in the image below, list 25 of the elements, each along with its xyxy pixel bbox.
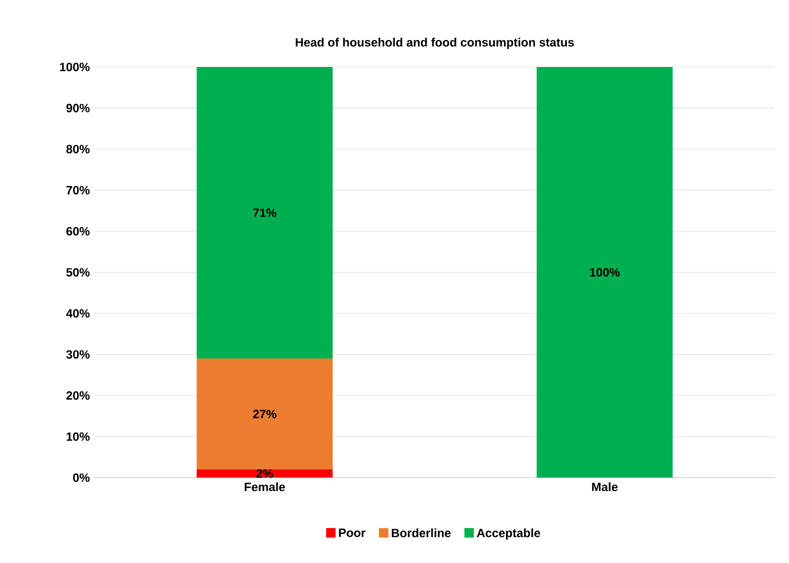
legend-label: Borderline: [392, 528, 451, 538]
legend-label: Acceptable: [476, 528, 540, 540]
bar: [196, 358, 333, 470]
bar: [196, 469, 333, 478]
legend-label: Poor: [339, 528, 366, 538]
y-tick-label: 40%: [66, 309, 90, 318]
y-tick-label: 60%: [66, 227, 90, 236]
bar: [196, 66, 333, 359]
y-tick-label: 100%: [60, 62, 90, 72]
data-label: 27%: [253, 410, 276, 418]
bar: [536, 66, 673, 478]
y-tick-label: 70%: [66, 186, 90, 194]
x-tick-label: Female: [244, 482, 285, 492]
y-tick-label: 0%: [73, 473, 90, 482]
y-tick-label: 10%: [66, 432, 90, 441]
data-label: 2%: [256, 469, 274, 478]
y-tick-label: 30%: [66, 350, 90, 359]
chart-title: Head of household and food consumption status: [296, 38, 574, 49]
y-tick-label: 50%: [66, 268, 90, 277]
y-tick-label: 20%: [66, 391, 90, 400]
y-tick-label: 90%: [66, 104, 90, 112]
x-tick-label: Male: [592, 482, 618, 492]
data-label: 71%: [253, 208, 276, 217]
y-tick-label: 80%: [66, 144, 90, 154]
data-label: 100%: [590, 268, 620, 277]
